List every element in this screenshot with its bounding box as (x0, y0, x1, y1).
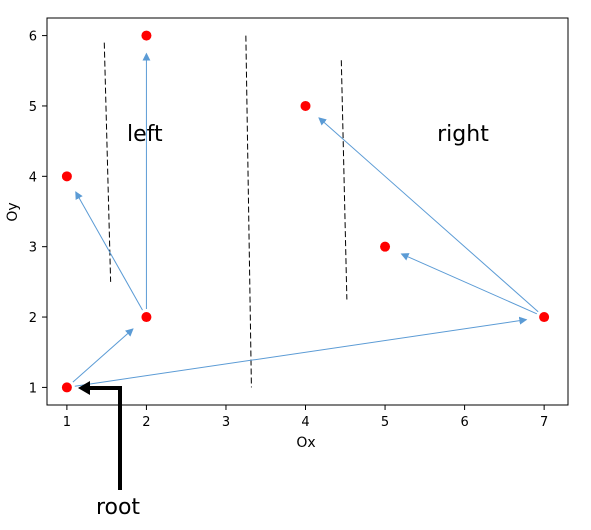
data-point (380, 241, 391, 252)
edge-arrow (400, 253, 538, 315)
data-point (300, 100, 311, 111)
edge-arrow (318, 117, 539, 313)
ticks-layer: 1 2 3 4 5 6 7 1 2 3 4 5 6 (29, 30, 549, 430)
root-label: root (96, 495, 140, 520)
x-tick-label: 6 (460, 415, 468, 430)
dividers-layer (103, 35, 348, 388)
points-layer (61, 30, 550, 393)
y-tick-label: 2 (29, 311, 37, 326)
y-tick-label: 5 (29, 100, 37, 115)
divider-line (340, 60, 348, 300)
data-point (61, 382, 72, 393)
y-tick-label: 4 (29, 170, 37, 185)
labels-layer: left right (127, 122, 489, 147)
y-tick-label: 1 (29, 381, 37, 396)
plot-frame (46, 17, 569, 406)
y-axis-label: Oy (5, 202, 21, 221)
x-tick-label: 4 (301, 415, 309, 430)
x-tick-label: 3 (222, 415, 230, 430)
divider-line (245, 35, 252, 388)
edge-arrow (74, 316, 528, 387)
x-axis-label: Ox (296, 435, 315, 451)
data-point (61, 171, 72, 182)
divider-line (103, 42, 112, 282)
y-tick-label: 3 (29, 241, 37, 256)
data-point (539, 312, 550, 323)
data-point (141, 312, 152, 323)
edge-arrow (72, 328, 134, 383)
edge-arrow (75, 191, 143, 311)
x-tick-label: 2 (142, 415, 150, 430)
region-label-left: left (127, 122, 163, 147)
x-tick-label: 1 (63, 415, 71, 430)
data-point (141, 30, 152, 41)
x-tick-label: 7 (540, 415, 548, 430)
y-tick-label: 6 (29, 30, 37, 45)
root-pointer-arrow (78, 381, 122, 490)
x-tick-label: 5 (381, 415, 389, 430)
edges-layer (72, 52, 539, 387)
region-label-right: right (437, 122, 489, 147)
